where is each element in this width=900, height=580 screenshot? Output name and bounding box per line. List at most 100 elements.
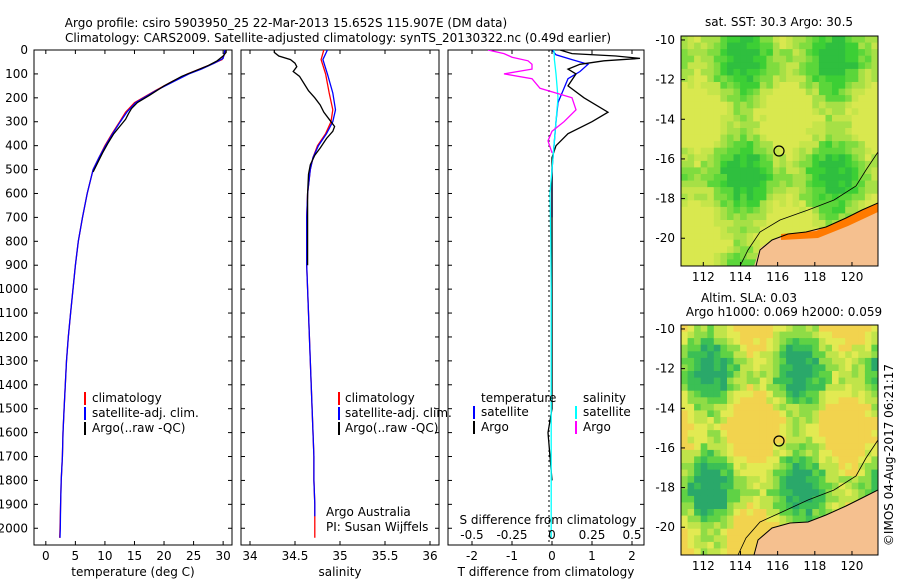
- heatmap-cell: [805, 476, 813, 484]
- heatmap-cell: [825, 423, 833, 431]
- heatmap-cell: [864, 36, 873, 44]
- heatmap-cell: [799, 75, 807, 83]
- heatmap-cell: [753, 95, 761, 103]
- heatmap-cell: [681, 220, 689, 228]
- heatmap-cell: [838, 397, 846, 405]
- heatmap-cell: [838, 206, 846, 215]
- heatmap-cell: [681, 187, 689, 195]
- heatmap-cell: [746, 49, 754, 57]
- heatmap-cell: [687, 364, 695, 372]
- heatmap-cell: [805, 390, 813, 398]
- heatmap-cell: [720, 371, 728, 379]
- heatmap-cell: [753, 351, 761, 359]
- heatmap-cell: [832, 371, 840, 379]
- depth-tick-label: 800: [5, 234, 28, 248]
- heatmap-cell: [786, 88, 794, 96]
- heatmap-cell: [864, 200, 873, 208]
- heatmap-cell: [799, 371, 807, 379]
- salinity-xlabel: salinity: [318, 565, 361, 579]
- heatmap-cell: [779, 377, 787, 385]
- isobath: [739, 151, 878, 266]
- heatmap-cell: [759, 82, 767, 90]
- heatmap-cell: [838, 167, 846, 175]
- heatmap-cell: [799, 476, 807, 484]
- heatmap-cell: [825, 417, 833, 425]
- heatmap-cell: [858, 351, 866, 359]
- heatmap-cell: [779, 509, 787, 517]
- heatmap-cell: [694, 403, 702, 412]
- heatmap-cell: [707, 75, 715, 83]
- heatmap-cell: [733, 180, 741, 188]
- heatmap-cell: [753, 220, 761, 228]
- heatmap-cell: [845, 371, 853, 379]
- heatmap-cell: [733, 246, 741, 254]
- heatmap-cell: [799, 82, 807, 90]
- heatmap-cell: [733, 239, 741, 247]
- heatmap-cell: [753, 338, 761, 346]
- heatmap-cell: [766, 357, 774, 366]
- heatmap-cell: [871, 482, 878, 490]
- heatmap-cell: [792, 397, 800, 405]
- heatmap-cell: [759, 430, 767, 438]
- land-mass: [754, 490, 878, 555]
- heatmap-cell: [681, 344, 689, 352]
- heatmap-cell: [858, 469, 866, 477]
- heatmap-cell: [707, 344, 715, 352]
- heatmap-cell: [818, 344, 827, 352]
- heatmap-cell: [740, 160, 748, 169]
- heatmap-cell: [818, 206, 827, 215]
- heatmap-cell: [786, 114, 794, 123]
- heatmap-cell: [799, 95, 807, 103]
- heatmap-cell: [845, 449, 853, 458]
- heatmap-cell: [812, 42, 820, 50]
- heatmap-cell: [700, 476, 708, 484]
- heatmap-cell: [818, 443, 827, 451]
- heatmap-cell: [792, 88, 800, 96]
- heatmap-cell: [681, 121, 689, 129]
- heatmap-cell: [792, 193, 800, 201]
- heatmap-cell: [766, 417, 774, 425]
- heatmap-cell: [799, 456, 807, 464]
- heatmap-cell: [858, 154, 866, 162]
- heatmap-cell: [812, 377, 820, 385]
- heatmap-cell: [727, 239, 735, 247]
- heatmap-cell: [805, 220, 813, 228]
- heatmap-cell: [766, 509, 774, 517]
- heatmap-cell: [713, 443, 721, 451]
- heatmap-cell: [753, 88, 761, 96]
- heatmap-cell: [681, 246, 689, 254]
- heatmap-cell: [799, 42, 807, 50]
- heatmap-cell: [818, 331, 827, 339]
- heatmap-cell: [713, 528, 721, 536]
- heatmap-cell: [812, 141, 820, 149]
- heatmap-cell: [845, 495, 853, 504]
- heatmap-cell: [772, 449, 781, 458]
- heatmap-cell: [733, 482, 741, 490]
- heatmap-cell: [812, 95, 820, 103]
- heatmap-cell: [858, 42, 866, 50]
- heatmap-cell: [759, 141, 767, 149]
- heatmap-cell: [694, 522, 702, 530]
- legend-s-argo: Argo: [583, 420, 611, 434]
- heatmap-cell: [727, 522, 735, 530]
- heatmap-cell: [805, 88, 813, 96]
- heatmap-cell: [832, 206, 840, 215]
- heatmap-cell: [759, 423, 767, 431]
- heatmap-cell: [733, 128, 741, 136]
- heatmap-cell: [700, 449, 708, 458]
- heatmap-cell: [845, 384, 853, 392]
- heatmap-cell: [772, 371, 781, 379]
- heatmap-cell: [818, 108, 827, 116]
- heatmap-cell: [707, 49, 715, 57]
- depth-tick-label: 1400: [0, 378, 28, 392]
- legend-satellite: satellite-adj. clim.: [92, 406, 199, 420]
- heatmap-cell: [845, 351, 853, 359]
- heatmap-cell: [759, 233, 767, 241]
- heatmap-cell: [746, 121, 754, 129]
- heatmap-cell: [832, 384, 840, 392]
- heatmap-cell: [733, 134, 741, 142]
- heatmap-cell: [851, 489, 859, 497]
- heatmap-cell: [766, 141, 774, 149]
- heatmap-cell: [720, 449, 728, 458]
- heatmap-cell: [753, 226, 761, 234]
